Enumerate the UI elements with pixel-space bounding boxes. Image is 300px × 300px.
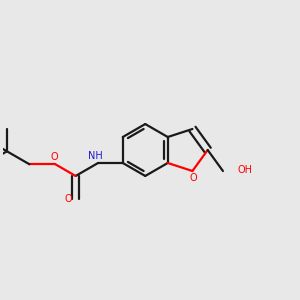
Text: NH: NH xyxy=(88,151,103,161)
Text: O: O xyxy=(189,173,197,183)
Text: OH: OH xyxy=(237,165,252,175)
Text: O: O xyxy=(50,152,58,162)
Text: O: O xyxy=(65,194,73,204)
